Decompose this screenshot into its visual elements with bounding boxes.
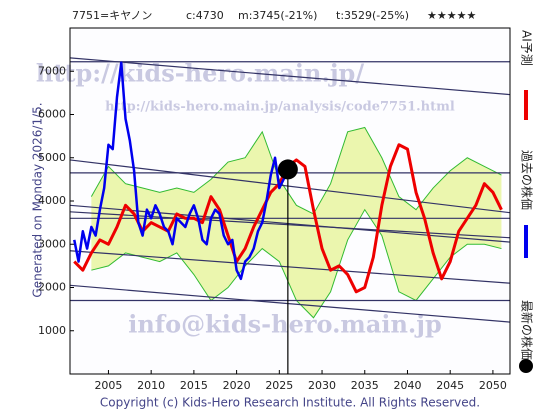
watermark: info@kids-hero.main.jp: [128, 310, 442, 339]
x-tick-label: 2005: [94, 379, 122, 392]
y-tick-label: 1000: [38, 324, 66, 337]
x-tick-label: 2020: [223, 379, 251, 392]
y-tick-label: 5000: [38, 151, 66, 164]
legend-label: 最新の株価: [520, 300, 535, 360]
trend-line: [69, 57, 511, 96]
title: 7751=キヤノン: [72, 9, 152, 22]
x-tick-label: 2040: [393, 379, 421, 392]
legend-label: AI予測: [520, 30, 534, 66]
header-item: m:3745(-21%): [238, 9, 317, 22]
forecast-band: [91, 127, 502, 318]
latest-point: [277, 159, 298, 180]
y-tick-label: 7000: [38, 64, 66, 77]
trend-line: [69, 250, 511, 284]
series-line: [73, 61, 290, 281]
watermark: http://kids-hero.main.jp/: [36, 59, 364, 88]
plot: http://kids-hero.main.jp/http://kids-her…: [36, 57, 511, 374]
watermark: http://kids-hero.main.jp/analysis/code77…: [105, 100, 455, 115]
x-tick-label: 2045: [436, 379, 464, 392]
x-tick-label: 2025: [265, 379, 293, 392]
header-item: ★★★★★: [427, 9, 476, 22]
band-edge: [90, 126, 502, 215]
y-tick-label: 4000: [38, 194, 66, 207]
x-tick-label: 2030: [308, 379, 336, 392]
trend-line: [69, 211, 511, 239]
x-tick-label: 2035: [351, 379, 379, 392]
x-tick-label: 2050: [479, 379, 507, 392]
y-tick-label: 3000: [38, 237, 66, 250]
y-tick-label: 6000: [38, 108, 66, 121]
trend-line: [69, 159, 511, 214]
header-item: c:4730: [186, 9, 224, 22]
x-tick-label: 2010: [137, 379, 165, 392]
x-tick-label: 2015: [180, 379, 208, 392]
legend-swatch: [519, 359, 533, 373]
copyright: Copyright (c) Kids-Hero Research Institu…: [100, 396, 480, 410]
header-item: t:3529(-25%): [336, 9, 409, 22]
legend-label: 過去の株価: [520, 150, 535, 210]
trend-line: [69, 204, 511, 243]
trend-line: [69, 284, 511, 323]
y-tick-label: 2000: [38, 281, 66, 294]
generated: Generated on Monday 2026/1/5.: [31, 102, 45, 297]
